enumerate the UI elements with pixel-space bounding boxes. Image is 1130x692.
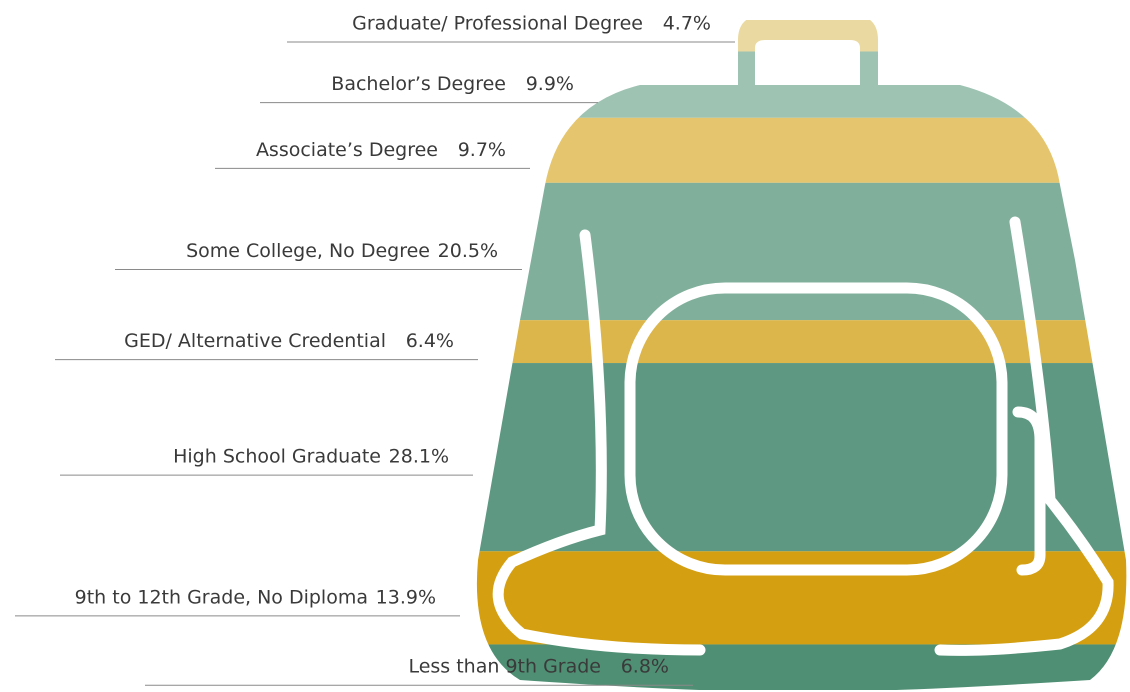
page: Graduate/ Professional Degree 4.7% Bachelo…: [0, 0, 1130, 692]
category-label: GED/ Alternative Credential: [124, 330, 386, 352]
value-label: 6.8%: [621, 656, 669, 678]
band: [0, 363, 1130, 551]
value-label: 6.4%: [406, 330, 454, 352]
category-label: Less than 9th Grade: [408, 656, 601, 678]
value-label: 9.7%: [458, 139, 506, 161]
category-label: Graduate/ Professional Degree: [352, 13, 643, 35]
value-label: 28.1%: [389, 446, 449, 468]
category-label: High School Graduate: [173, 446, 381, 468]
value-label: 20.5%: [438, 240, 498, 262]
category-label: Bachelor’s Degree: [331, 73, 506, 95]
band: [0, 118, 1130, 183]
value-label: 9.9%: [526, 73, 574, 95]
chart: Graduate/ Professional Degree 4.7% Bachelo…: [0, 0, 1130, 692]
category-label: Associate’s Degree: [256, 139, 438, 161]
category-label: 9th to 12th Grade, No Diploma: [75, 586, 368, 608]
value-label: 4.7%: [663, 13, 711, 35]
value-label: 13.9%: [376, 586, 436, 608]
category-label: Some College, No Degree: [186, 240, 430, 262]
